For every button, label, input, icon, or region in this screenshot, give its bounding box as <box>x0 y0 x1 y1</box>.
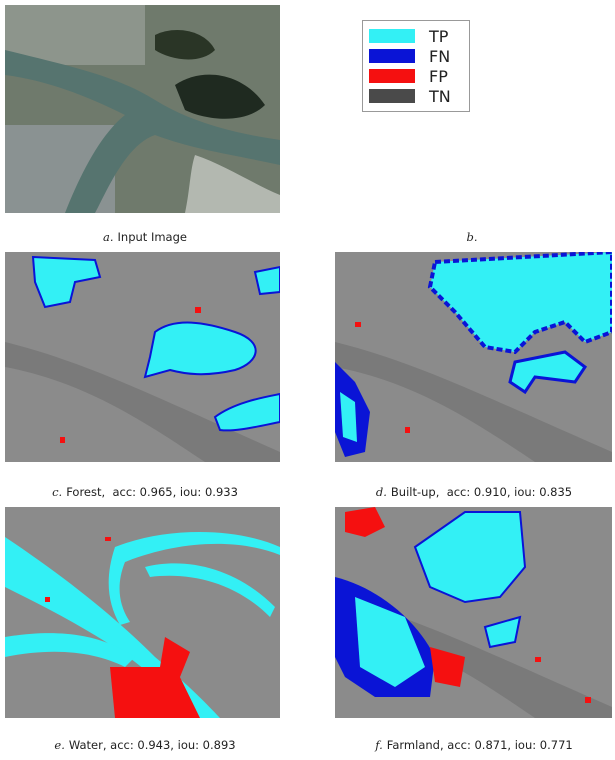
legend-item: TP <box>369 26 463 46</box>
caption-letter: c. <box>52 485 63 499</box>
caption-text: Input Image <box>117 230 187 244</box>
caption-text: Farmland, acc: 0.871, iou: 0.771 <box>386 738 573 752</box>
legend-label: TN <box>429 86 451 106</box>
caption-letter: a. <box>103 230 114 244</box>
caption-letter: f. <box>375 738 383 752</box>
legend: TP FN FP TN <box>362 20 470 112</box>
forest-map <box>5 252 280 462</box>
legend-item: FP <box>369 66 463 86</box>
caption: e. Water, acc: 0.943, iou: 0.893 <box>5 738 285 752</box>
caption-text: Forest, acc: 0.965, iou: 0.933 <box>66 485 238 499</box>
caption: b. <box>334 230 614 244</box>
legend-swatch <box>369 89 415 103</box>
legend-swatch <box>369 69 415 83</box>
legend-swatch <box>369 29 415 43</box>
caption-letter: b. <box>466 230 478 244</box>
legend-label: TP <box>429 26 449 46</box>
legend-swatch <box>369 49 415 63</box>
farmland-map <box>335 507 612 718</box>
caption-letter: d. <box>375 485 387 499</box>
caption-text: Built-up, acc: 0.910, iou: 0.835 <box>390 485 573 499</box>
legend-label: FN <box>429 46 451 66</box>
legend-item: TN <box>369 86 463 106</box>
input-image <box>5 5 280 213</box>
legend-label: FP <box>429 66 448 86</box>
caption: c. Forest, acc: 0.965, iou: 0.933 <box>5 485 285 499</box>
water-map <box>5 507 280 718</box>
caption: d. Built-up, acc: 0.910, iou: 0.835 <box>334 485 614 499</box>
legend-item: FN <box>369 46 463 66</box>
caption-text: Water, acc: 0.943, iou: 0.893 <box>68 738 236 752</box>
builtup-map <box>335 252 612 462</box>
caption-letter: e. <box>54 738 65 752</box>
caption: a. Input Image <box>5 230 285 244</box>
caption: f. Farmland, acc: 0.871, iou: 0.771 <box>334 738 614 752</box>
